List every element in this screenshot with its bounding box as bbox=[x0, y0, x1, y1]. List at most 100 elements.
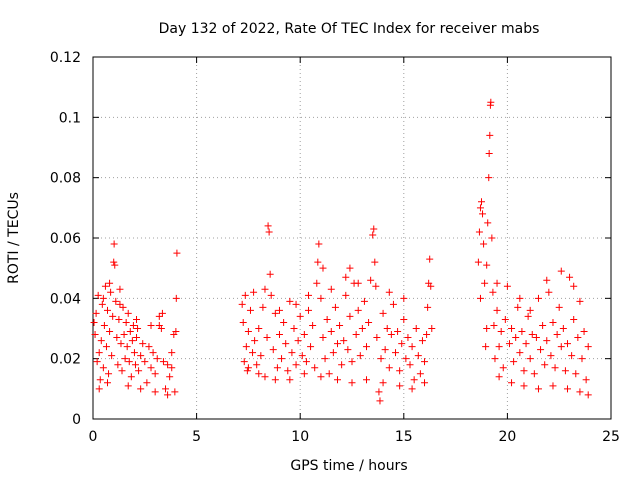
data-point bbox=[243, 367, 251, 375]
data-point bbox=[319, 334, 327, 342]
data-point bbox=[568, 352, 576, 360]
data-point bbox=[333, 376, 341, 384]
data-point bbox=[304, 291, 312, 299]
data-point bbox=[90, 318, 98, 326]
data-point bbox=[490, 321, 498, 329]
data-points bbox=[90, 98, 592, 405]
data-point bbox=[125, 358, 133, 366]
data-point bbox=[92, 309, 100, 317]
data-point bbox=[123, 343, 131, 351]
data-point bbox=[379, 309, 387, 317]
data-point bbox=[302, 358, 310, 366]
data-point bbox=[543, 337, 551, 345]
data-point bbox=[111, 261, 119, 269]
data-point bbox=[323, 315, 331, 323]
data-point bbox=[172, 294, 180, 302]
data-point bbox=[520, 367, 528, 375]
data-point bbox=[474, 258, 482, 266]
data-point bbox=[130, 349, 138, 357]
data-point bbox=[244, 328, 252, 336]
data-point bbox=[290, 325, 298, 332]
data-point bbox=[124, 382, 132, 390]
data-point bbox=[118, 367, 126, 375]
grid-lines bbox=[93, 57, 611, 419]
data-point bbox=[373, 334, 381, 342]
data-point bbox=[100, 321, 108, 329]
data-point bbox=[377, 355, 385, 363]
data-point bbox=[566, 273, 574, 281]
x-tick-label: 25 bbox=[602, 429, 620, 445]
data-point bbox=[528, 331, 536, 339]
data-point bbox=[522, 340, 530, 348]
data-point bbox=[572, 370, 580, 378]
data-point bbox=[534, 385, 542, 393]
data-point bbox=[508, 325, 516, 332]
data-point bbox=[383, 325, 391, 332]
data-point bbox=[98, 300, 106, 308]
data-point bbox=[246, 306, 254, 314]
data-point bbox=[485, 174, 493, 182]
data-point bbox=[137, 352, 145, 360]
data-point bbox=[107, 288, 115, 296]
data-point bbox=[488, 234, 496, 242]
data-point bbox=[408, 343, 416, 351]
data-point bbox=[365, 318, 373, 326]
data-point bbox=[91, 331, 99, 339]
data-point bbox=[499, 364, 507, 372]
data-point bbox=[147, 321, 155, 329]
y-tick-label: 0.08 bbox=[50, 171, 81, 187]
x-tick-label: 5 bbox=[192, 429, 201, 445]
data-point bbox=[96, 376, 104, 384]
data-point bbox=[340, 337, 348, 345]
data-point bbox=[250, 288, 258, 296]
data-point bbox=[166, 373, 174, 381]
data-point bbox=[363, 343, 371, 351]
data-point bbox=[541, 361, 549, 369]
data-point bbox=[286, 376, 294, 384]
data-point bbox=[530, 370, 538, 378]
data-point bbox=[155, 321, 163, 329]
data-point bbox=[309, 321, 317, 329]
data-point bbox=[495, 373, 503, 381]
data-point bbox=[376, 397, 384, 405]
data-point bbox=[574, 334, 582, 342]
data-point bbox=[168, 349, 176, 357]
data-point bbox=[570, 315, 578, 323]
data-point bbox=[102, 343, 110, 351]
data-point bbox=[400, 315, 408, 323]
data-point bbox=[95, 385, 103, 393]
chart-title: Day 132 of 2022, Rate Of TEC Index for r… bbox=[159, 21, 540, 37]
data-point bbox=[284, 367, 292, 375]
data-point bbox=[475, 228, 483, 236]
data-point bbox=[259, 303, 267, 311]
data-point bbox=[493, 279, 501, 287]
data-point bbox=[352, 331, 360, 339]
data-point bbox=[584, 343, 592, 351]
data-point bbox=[570, 282, 578, 290]
data-point bbox=[534, 294, 542, 302]
data-point bbox=[427, 282, 435, 290]
data-point bbox=[238, 300, 246, 308]
x-axis-title: GPS time / hours bbox=[290, 458, 407, 474]
data-point bbox=[545, 288, 553, 296]
data-point bbox=[582, 376, 590, 384]
data-point bbox=[428, 325, 436, 332]
data-point bbox=[117, 340, 125, 348]
data-point bbox=[358, 325, 366, 332]
data-point bbox=[164, 361, 172, 369]
data-point bbox=[135, 367, 143, 375]
data-point bbox=[392, 349, 400, 357]
data-point bbox=[137, 385, 145, 393]
data-point bbox=[110, 258, 118, 266]
data-point bbox=[242, 343, 250, 351]
data-point bbox=[314, 258, 322, 266]
data-point bbox=[128, 337, 136, 345]
data-point bbox=[153, 355, 161, 363]
axis-ticks: 0 5 10 15 20 25 0 0.02 0.04 0.06 0.08 0.1 0.12 bbox=[50, 50, 620, 445]
data-point bbox=[520, 382, 528, 390]
data-point bbox=[300, 331, 308, 339]
data-point bbox=[127, 373, 135, 381]
data-point bbox=[307, 343, 315, 351]
data-point bbox=[426, 255, 434, 263]
x-tick-label: 0 bbox=[89, 429, 98, 445]
